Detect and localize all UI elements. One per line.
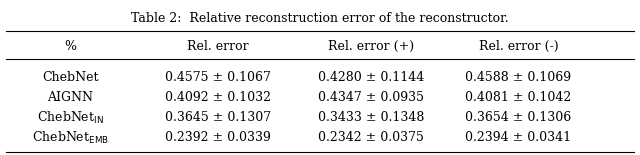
Text: Rel. error: Rel. error	[187, 40, 248, 53]
Text: 0.3645 ± 0.1307: 0.3645 ± 0.1307	[164, 111, 271, 124]
Text: ChebNet$_\mathrm{EMB}$: ChebNet$_\mathrm{EMB}$	[32, 130, 109, 146]
Text: 0.4575 ± 0.1067: 0.4575 ± 0.1067	[164, 71, 271, 84]
Text: Rel. error (+): Rel. error (+)	[328, 40, 414, 53]
Text: 0.4280 ± 0.1144: 0.4280 ± 0.1144	[318, 71, 424, 84]
Text: 0.2392 ± 0.0339: 0.2392 ± 0.0339	[164, 131, 271, 144]
Text: ChebNet$_\mathrm{IN}$: ChebNet$_\mathrm{IN}$	[37, 110, 104, 126]
Text: 0.2342 ± 0.0375: 0.2342 ± 0.0375	[318, 131, 424, 144]
Text: %: %	[65, 40, 76, 53]
Text: 0.2394 ± 0.0341: 0.2394 ± 0.0341	[465, 131, 572, 144]
Text: 0.3654 ± 0.1306: 0.3654 ± 0.1306	[465, 111, 572, 124]
Text: AIGNN: AIGNN	[47, 91, 93, 104]
Text: 0.4588 ± 0.1069: 0.4588 ± 0.1069	[465, 71, 572, 84]
Text: Table 2:  Relative reconstruction error of the reconstructor.: Table 2: Relative reconstruction error o…	[131, 12, 509, 25]
Text: 0.3433 ± 0.1348: 0.3433 ± 0.1348	[318, 111, 424, 124]
Text: Rel. error (-): Rel. error (-)	[479, 40, 558, 53]
Text: 0.4347 ± 0.0935: 0.4347 ± 0.0935	[318, 91, 424, 104]
Text: 0.4081 ± 0.1042: 0.4081 ± 0.1042	[465, 91, 572, 104]
Text: 0.4092 ± 0.1032: 0.4092 ± 0.1032	[164, 91, 271, 104]
Text: ChebNet: ChebNet	[42, 71, 99, 84]
